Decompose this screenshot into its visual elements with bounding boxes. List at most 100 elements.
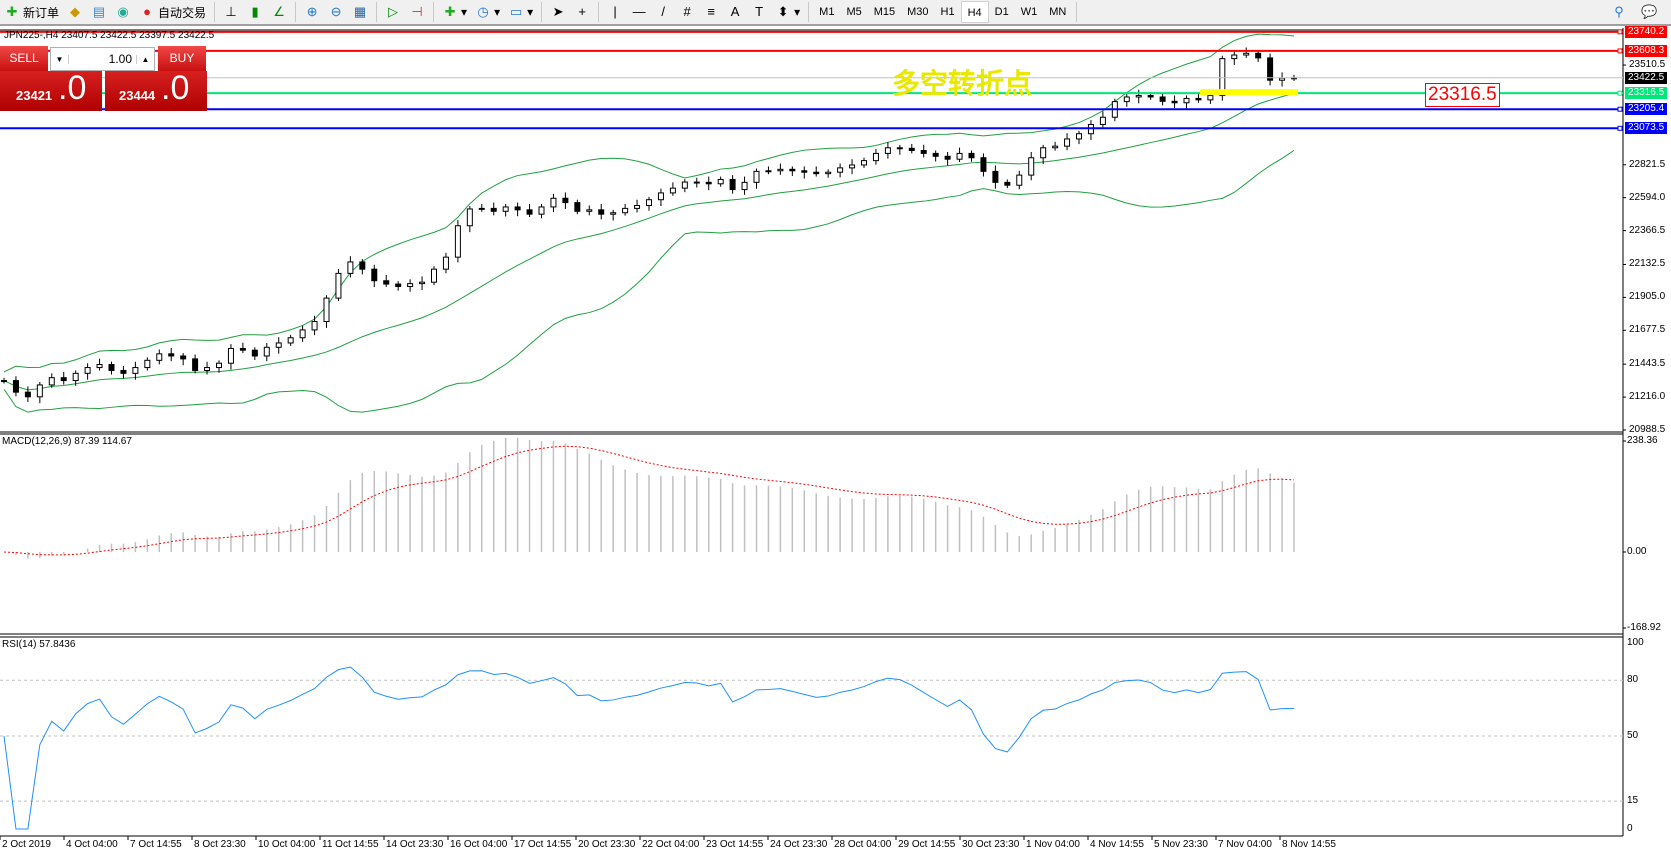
bull-candle — [1052, 145, 1059, 149]
bar-chart-icon: ⊥ — [225, 4, 237, 19]
time-axis-label: 8 Nov 14:55 — [1282, 839, 1336, 850]
time-axis-label: 2 Oct 2019 — [2, 839, 51, 850]
highlight-bar — [1200, 89, 1298, 96]
bull-candle — [669, 187, 676, 194]
search-icon[interactable]: ⚲ — [1614, 4, 1624, 19]
crosshair-button[interactable]: + — [570, 1, 594, 23]
timeframe-m5[interactable]: M5 — [846, 6, 862, 18]
arrows-button[interactable]: ⬍ ▾ — [771, 1, 804, 23]
bear-candle — [980, 157, 987, 172]
chart-annotation[interactable]: 多空转折点 — [892, 67, 1033, 100]
timeframe-m15[interactable]: M15 — [873, 6, 896, 18]
bear-candle — [896, 147, 903, 150]
ask-price[interactable]: 23444 .0 — [105, 69, 207, 111]
bull-candle — [717, 178, 724, 185]
bull-candle — [634, 204, 641, 209]
bear-candle — [1195, 97, 1202, 101]
bull-candle — [431, 268, 437, 283]
zoom-in-icon: ⊕ — [306, 4, 318, 19]
level-handle — [1617, 48, 1623, 54]
new-order-button[interactable]: ✚ 新订单 — [0, 1, 63, 23]
level-handle — [1617, 29, 1623, 35]
bull-candle — [323, 297, 330, 323]
vertical-line-button[interactable]: | — [603, 1, 627, 23]
crosshair-icon: + — [578, 4, 586, 19]
timeframe-m30[interactable]: M30 — [907, 6, 929, 18]
timeframe-h1[interactable]: H1 — [940, 6, 955, 18]
terminal-button[interactable]: ▤ — [87, 1, 111, 23]
trendline-button[interactable]: / — [651, 1, 675, 23]
channel-button[interactable]: # — [675, 1, 699, 23]
bull-candle — [132, 367, 139, 374]
sell-button[interactable]: SELL — [0, 46, 48, 71]
templates-button[interactable]: ▭ ▾ — [504, 1, 537, 23]
bull-candle — [263, 346, 270, 357]
time-axis-label: 14 Oct 23:30 — [386, 839, 444, 850]
time-axis-label: 23 Oct 14:55 — [706, 839, 764, 850]
indicators-button[interactable]: ✚ ▾ — [438, 1, 471, 23]
bull-candle — [646, 199, 652, 206]
bull-candle — [550, 197, 557, 208]
bear-candle — [908, 147, 915, 152]
decrease-lot-icon[interactable]: ▼ — [51, 54, 69, 64]
bull-candle — [72, 372, 79, 382]
timeframe-w1[interactable]: W1 — [1020, 6, 1038, 18]
bull-candle — [1016, 174, 1023, 186]
bull-candle — [36, 384, 43, 398]
tile-windows-button[interactable]: ▦ — [348, 1, 372, 23]
chart-canvas[interactable] — [0, 28, 1671, 859]
time-axis-label: 4 Nov 14:55 — [1090, 839, 1144, 850]
cursor-icon: ➤ — [552, 4, 564, 19]
zoom-out-button[interactable]: ⊖ — [324, 1, 348, 23]
horizontal-line-button[interactable]: — — [627, 1, 651, 23]
text-button[interactable]: A — [723, 1, 747, 23]
history-button[interactable]: ◆ — [63, 1, 87, 23]
tile-icon: ▦ — [353, 4, 367, 19]
time-axis-label: 30 Oct 23:30 — [962, 839, 1020, 850]
timeframe-mn[interactable]: MN — [1049, 6, 1067, 18]
toolbar-separator — [598, 2, 600, 22]
bear-candle — [359, 261, 366, 270]
buy-button[interactable]: BUY — [158, 46, 206, 71]
fibonacci-button[interactable]: ≡ — [699, 1, 723, 23]
bollinger-band-line — [3, 149, 1295, 413]
timeframe-bar: M1 M5 M15 M30 H1 H4 D1 W1 MN — [813, 1, 1072, 23]
chart-shift-button[interactable]: ⊣ — [405, 1, 429, 23]
price-label-box[interactable]: 23316.5 — [1425, 83, 1500, 107]
time-axis-label: 29 Oct 14:55 — [898, 839, 956, 850]
timeframe-h4[interactable]: H4 — [960, 1, 989, 23]
bear-candle — [729, 178, 736, 191]
zoom-in-button[interactable]: ⊕ — [300, 1, 324, 23]
time-axis-label: 22 Oct 04:00 — [642, 839, 700, 850]
timeframe-m1[interactable]: M1 — [819, 6, 835, 18]
signals-button[interactable]: ◉ — [111, 1, 135, 23]
lot-size-stepper[interactable]: ▼ 1.00 ▲ — [50, 47, 155, 71]
auto-trading-button[interactable]: ● 自动交易 — [135, 1, 210, 23]
toolbar-separator — [808, 2, 810, 22]
increase-lot-icon[interactable]: ▲ — [136, 54, 154, 64]
bull-candle — [884, 147, 891, 154]
bull-candle — [1, 380, 7, 383]
cursor-button[interactable]: ➤ — [546, 1, 570, 23]
candle-chart-button[interactable]: ▮ — [243, 1, 267, 23]
timeframe-d1[interactable]: D1 — [994, 6, 1009, 18]
bar-chart-button[interactable]: ⊥ — [219, 1, 243, 23]
auto-scroll-button[interactable]: ▷ — [381, 1, 405, 23]
periods-button[interactable]: ◷ ▾ — [471, 1, 504, 23]
chart-shift-icon: ⊣ — [411, 4, 423, 19]
bull-candle — [1231, 54, 1238, 60]
rsi-axis-label: 80 — [1627, 674, 1639, 686]
lot-size-input[interactable]: 1.00 — [108, 52, 132, 66]
price-axis-label: 21905.0 — [1629, 291, 1666, 303]
bid-price[interactable]: 23421 .0 — [0, 69, 102, 111]
line-chart-icon: ∠ — [273, 4, 285, 19]
terminal-icon: ▤ — [92, 4, 106, 19]
chat-icon[interactable]: 💬 — [1641, 4, 1658, 19]
line-chart-button[interactable]: ∠ — [267, 1, 291, 23]
candle-icon: ▮ — [251, 4, 259, 19]
toolbar-separator — [1076, 2, 1078, 22]
text-label-button[interactable]: T — [747, 1, 771, 23]
bull-candle — [96, 364, 103, 369]
bear-candle — [968, 152, 975, 159]
bull-candle — [419, 281, 426, 285]
